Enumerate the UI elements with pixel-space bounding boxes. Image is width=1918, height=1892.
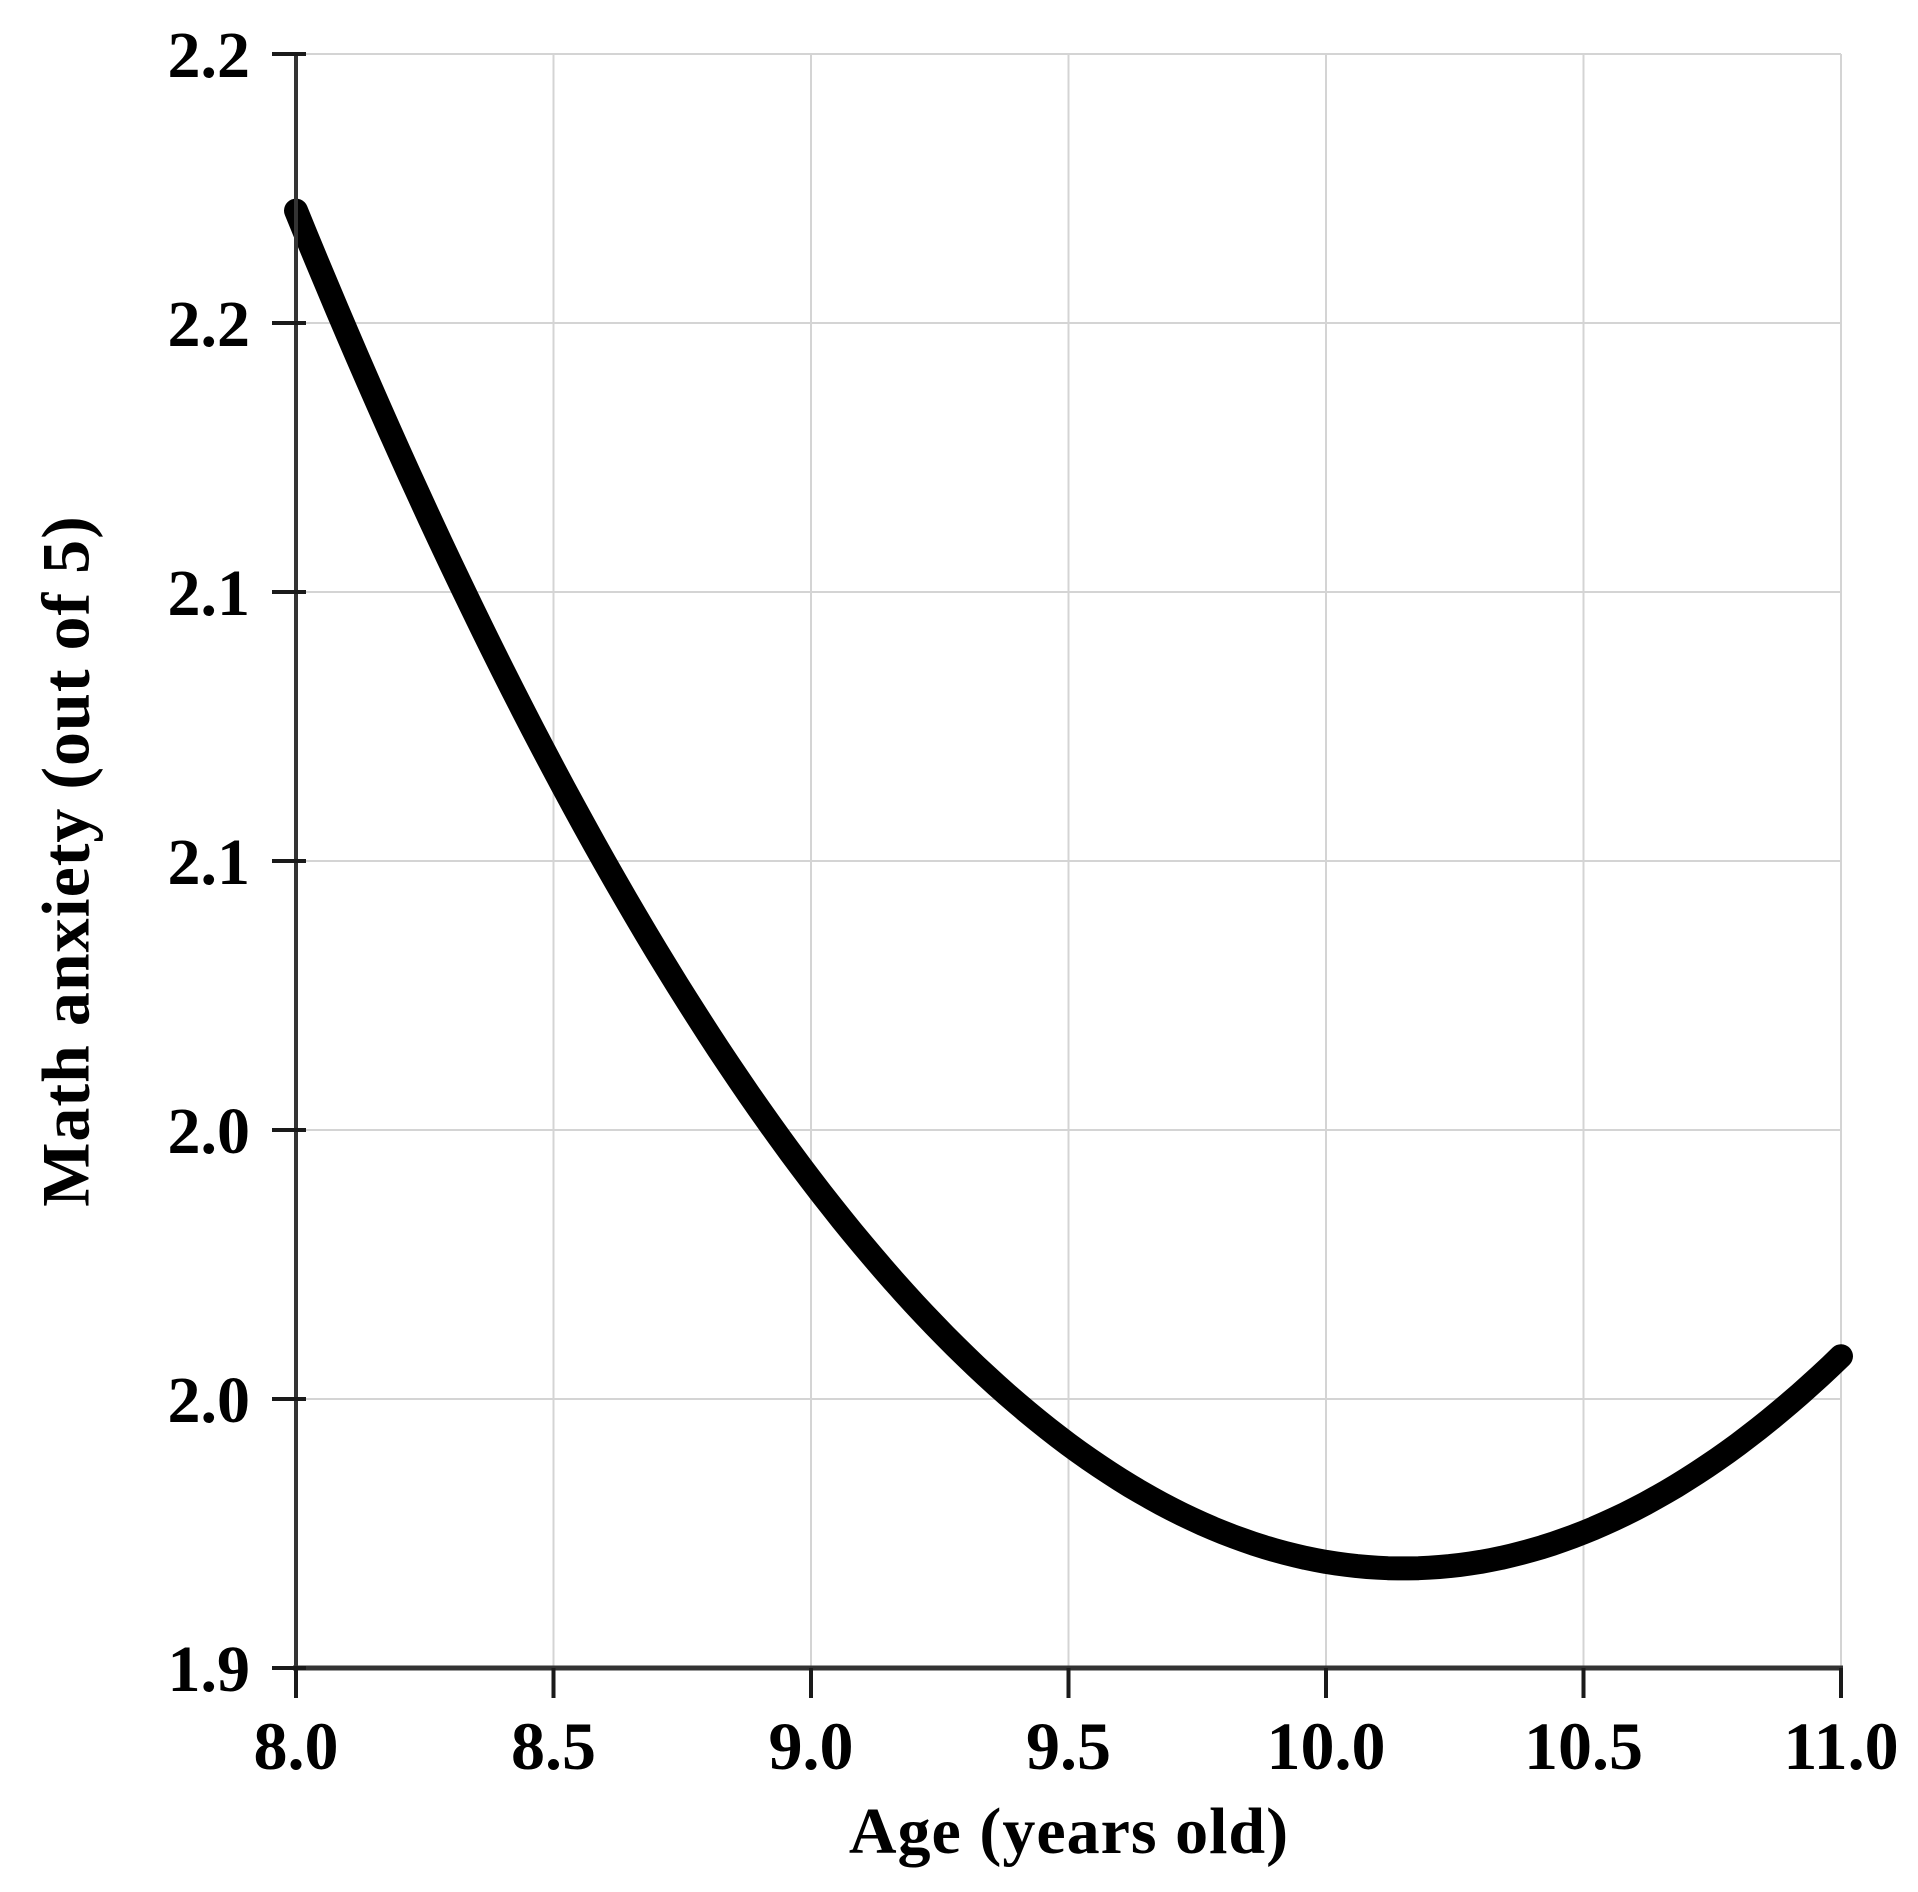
y-axis-title: Math anxiety (out of 5) [27, 515, 104, 1207]
x-axis-title: Age (years old) [848, 1795, 1290, 1868]
y-tick-label: 2.0 [168, 1364, 251, 1437]
trend-curve [284, 198, 1853, 1581]
y-tick-label: 2.0 [168, 1095, 251, 1168]
y-tick-label: 2.1 [168, 826, 251, 899]
x-tick-label: 9.5 [1026, 1708, 1111, 1784]
x-tick-label: 10.5 [1524, 1708, 1643, 1784]
y-tick-label: 1.9 [168, 1633, 251, 1706]
y-tick-label: 2.2 [168, 19, 251, 92]
x-tick-label: 9.0 [769, 1708, 854, 1784]
x-tick-label: 8.5 [511, 1708, 596, 1784]
x-tick-label: 8.0 [254, 1708, 339, 1784]
y-tick-label: 2.1 [168, 557, 251, 630]
y-tick-label: 2.2 [168, 288, 251, 361]
x-tick-label: 11.0 [1783, 1708, 1898, 1784]
x-tick-label: 10.0 [1267, 1708, 1386, 1784]
